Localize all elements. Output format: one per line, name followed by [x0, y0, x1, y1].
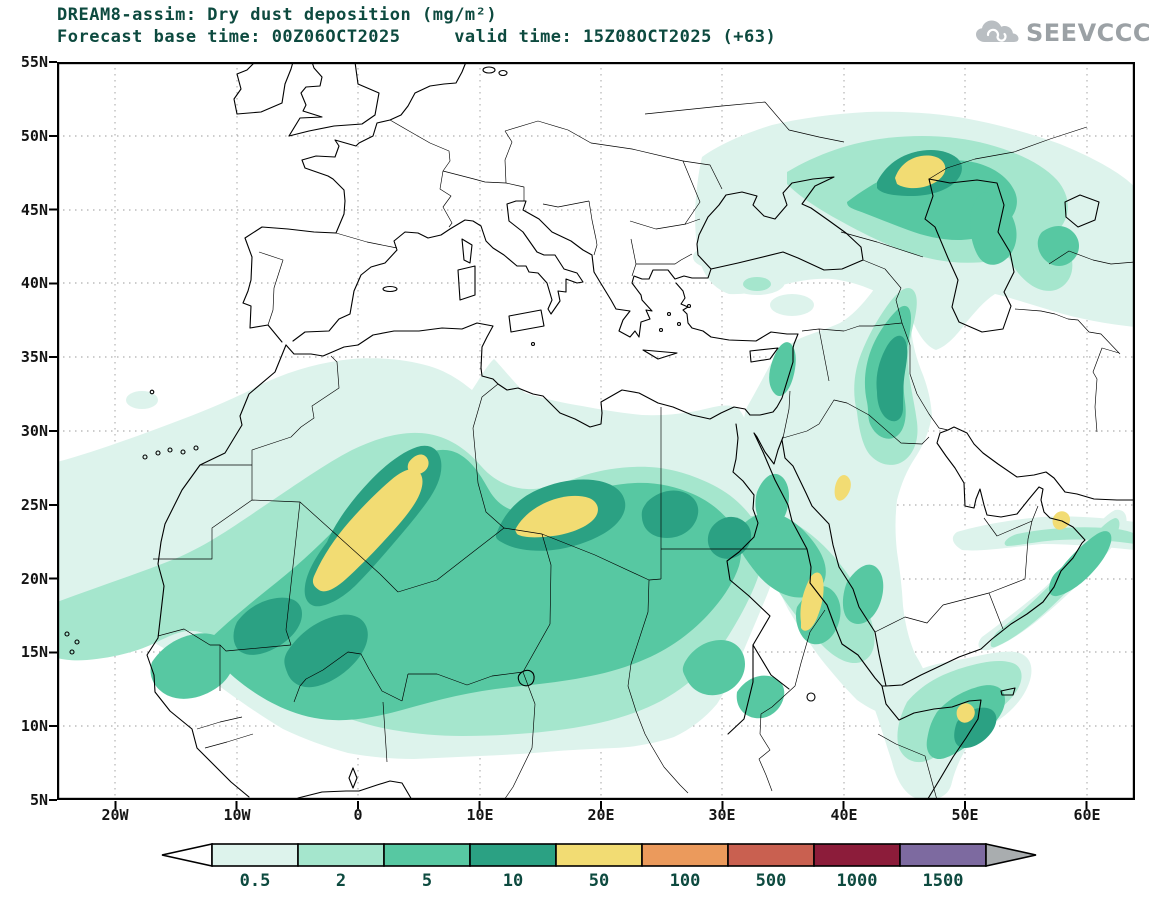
x-tick-label: 50E — [951, 806, 979, 824]
x-tick-label: 10E — [466, 806, 494, 824]
colorbar-over-arrow — [985, 843, 1037, 867]
x-tick-label: 60E — [1073, 806, 1101, 824]
map-canvas — [56, 61, 1136, 801]
y-tick-label: 15N — [20, 643, 48, 661]
x-tick-label: 30E — [708, 806, 736, 824]
x-tick-label: 40E — [830, 806, 858, 824]
x-axis-tick-marks — [57, 801, 1137, 809]
colorbar-box — [641, 843, 729, 867]
colorbar — [161, 843, 1037, 867]
colorbar-box — [727, 843, 815, 867]
coastlines — [64, 61, 1136, 801]
x-tick-label: 20W — [101, 806, 129, 824]
seevccc-logo: SEEVCCC — [974, 18, 1151, 48]
colorbar-label: 1500 — [922, 871, 964, 891]
colorbar-under-arrow — [161, 843, 213, 867]
y-tick-label: 10N — [20, 717, 48, 735]
y-tick-label: 50N — [20, 127, 48, 145]
y-tick-label: 20N — [20, 570, 48, 588]
colorbar-box — [469, 843, 557, 867]
y-tick-label: 35N — [20, 348, 48, 366]
x-tick-label: 10W — [223, 806, 251, 824]
x-tick-label: 0 — [353, 806, 363, 824]
map-frame — [56, 61, 1136, 801]
country-borders — [153, 101, 1136, 801]
y-axis-tick-marks — [49, 61, 57, 801]
y-tick-label: 45N — [20, 201, 48, 219]
plot-subtitle-times: Forecast base time: 00Z06OCT2025 valid t… — [57, 27, 777, 47]
dust-deposition-map — [56, 61, 1136, 801]
colorbar-label: 10 — [502, 871, 524, 891]
colorbar-label: 50 — [588, 871, 610, 891]
colorbar-box — [899, 843, 987, 867]
y-tick-label: 30N — [20, 422, 48, 440]
y-tick-label: 25N — [20, 496, 48, 514]
x-tick-label: 20E — [587, 806, 615, 824]
colorbar-box — [211, 843, 299, 867]
colorbar-label: 100 — [669, 871, 701, 891]
colorbar-label: 2 — [335, 871, 347, 891]
colorbar-label: 500 — [755, 871, 787, 891]
colorbar-box — [555, 843, 643, 867]
colorbar-box — [383, 843, 471, 867]
cloud-logo-icon — [976, 20, 1019, 42]
plot-title: DREAM8-assim: Dry dust deposition (mg/m²… — [57, 5, 498, 25]
y-tick-label: 55N — [20, 53, 48, 71]
colorbar-label: 5 — [421, 871, 433, 891]
logo-text: SEEVCCC — [1026, 19, 1151, 47]
colorbar-box — [297, 843, 385, 867]
colorbar-box — [813, 843, 901, 867]
y-tick-label: 5N — [29, 791, 48, 809]
colorbar-label: 1000 — [836, 871, 878, 891]
y-tick-label: 40N — [20, 274, 48, 292]
colorbar-label: 0.5 — [239, 871, 271, 891]
